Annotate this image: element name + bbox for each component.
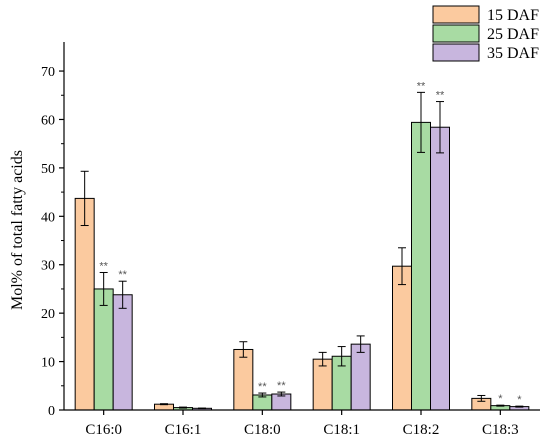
y-axis-title: Mol% of total fatty acids [9,150,26,310]
legend: 15 DAF 25 DAF 35 DAF [432,5,539,62]
plot-area: ****** ******* * [74,80,530,411]
bar [93,288,114,411]
y-tick-label: 10 [41,356,55,371]
significance-label: ** [436,90,445,102]
significance-label: ** [277,380,286,392]
legend-swatch [432,5,480,24]
bar [392,265,412,411]
significance-label: ** [258,381,267,393]
bar [350,343,371,411]
significance-label: ** [118,269,127,281]
y-tick-label: 30 [41,259,55,274]
y-tick-label: 40 [41,210,55,225]
legend-label: 25 DAF [487,26,539,43]
legend-label: 35 DAF [487,45,539,62]
x-tick-label: C16:1 [165,422,202,438]
legend-swatch [432,24,480,43]
y-tick-label: 60 [41,113,55,128]
bar [411,121,431,411]
legend-label: 15 DAF [487,7,539,24]
bar [74,197,95,411]
significance-label: ** [99,260,108,272]
x-axis: C16:0 C16:1 C18:0 C18:1 C18:2 C18:3 [64,409,540,438]
significance-label: ** [417,80,426,92]
x-tick-label: C18:3 [482,422,519,438]
bar [430,126,450,411]
x-tick-label: C18:1 [323,422,360,438]
x-tick-label: C16:0 [85,422,122,438]
significance-label: * [498,393,503,405]
y-axis: 0 10 20 30 40 50 60 70 [41,42,65,419]
y-tick-label: 0 [48,404,55,419]
y-tick-label: 70 [41,65,55,80]
x-tick-label: C18:2 [403,422,440,438]
bar [312,358,333,411]
x-tick-label: C18:0 [244,422,281,438]
bar [112,294,133,411]
legend-swatch [432,43,480,62]
y-tick-label: 50 [41,162,55,177]
bar [233,348,254,411]
y-tick-label: 20 [41,307,55,322]
significance-label: * [517,394,522,406]
